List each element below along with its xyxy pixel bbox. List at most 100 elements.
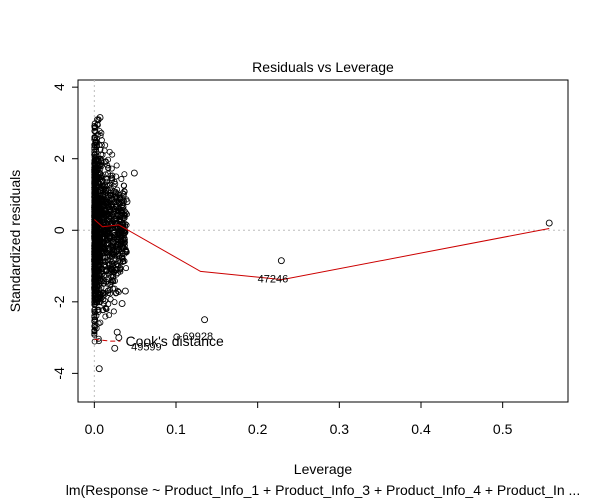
data-point [173, 333, 181, 341]
cloud-point [95, 290, 102, 297]
cloud-point [105, 164, 112, 171]
cloud-point [102, 228, 109, 235]
x-tick-label: 0.5 [493, 421, 513, 437]
x-tick-label: 0.3 [330, 421, 350, 437]
cloud-point [91, 308, 98, 315]
cloud-point [117, 232, 124, 239]
cloud-point [91, 202, 98, 209]
cloud-point [91, 141, 98, 148]
y-tick-label: -4 [51, 367, 67, 380]
cloud-point [94, 195, 101, 202]
data-point [545, 219, 553, 227]
cloud-point [91, 168, 98, 175]
cloud-point [104, 253, 111, 260]
data-point [130, 169, 138, 177]
data-point [111, 344, 119, 352]
cloud-point [93, 186, 100, 193]
data-point [96, 114, 104, 122]
cloud-point [92, 235, 99, 242]
cloud-point [91, 194, 98, 201]
cloud-point [108, 273, 115, 280]
cloud-point [116, 205, 123, 212]
cloud-point [92, 280, 99, 287]
cloud-point [93, 156, 100, 163]
y-tick-label: 4 [51, 83, 67, 91]
data-point [95, 365, 103, 373]
cloud-point [111, 198, 118, 205]
cloud-point [95, 335, 102, 342]
cloud-point [96, 267, 103, 274]
point-annotation: 69928 [183, 331, 214, 343]
data-point [201, 316, 209, 324]
cloud-point [115, 258, 122, 265]
chart-subtitle: lm(Response ~ Product_Info_1 + Product_I… [66, 482, 580, 498]
data-point [123, 198, 131, 206]
data-points [95, 114, 553, 373]
cloud-point [111, 299, 118, 306]
cooks-distance-label: Cook's distance [125, 333, 224, 349]
cloud-point [120, 182, 127, 189]
cloud-point [92, 211, 99, 218]
cloud-point [112, 180, 119, 187]
cloud-point [105, 247, 112, 254]
cloud-point [99, 227, 106, 234]
cloud-point [120, 236, 127, 243]
cloud-point [113, 162, 120, 169]
cloud-point [91, 257, 98, 264]
y-tick-label: 0 [51, 226, 67, 234]
cloud-point [91, 217, 98, 224]
cloud-point [118, 229, 125, 236]
data-point [121, 287, 129, 295]
cloud-point [113, 189, 120, 196]
cloud-point [114, 186, 121, 193]
cloud-point [103, 178, 110, 185]
cloud-point [113, 247, 120, 254]
cloud-point [120, 193, 127, 200]
x-tick-label: 0.1 [166, 421, 186, 437]
fitted-lines: Cook's distance [94, 219, 550, 349]
cloud-point [94, 167, 101, 174]
y-tick-label: 2 [51, 155, 67, 163]
cloud-point [104, 240, 111, 247]
cloud-point [111, 256, 118, 263]
reference-lines [78, 80, 568, 402]
cloud-point [102, 234, 109, 241]
cloud-point [123, 265, 130, 272]
cloud-point [107, 290, 114, 297]
cloud-point [99, 151, 106, 158]
cloud-point [94, 175, 101, 182]
cloud-point [91, 178, 98, 185]
cloud-point [101, 191, 108, 198]
cloud-point [117, 264, 124, 271]
cloud-point [102, 271, 109, 278]
cloud-point [123, 249, 130, 256]
cloud-point [95, 131, 102, 138]
y-axis: -4 -2 0 2 4 [51, 83, 79, 380]
cloud-point [113, 234, 120, 241]
cloud-point [114, 207, 121, 214]
cloud-point [96, 270, 103, 277]
cloud-point [111, 229, 118, 236]
cloud-point [91, 276, 98, 283]
cloud-point [121, 171, 128, 178]
cloud-point [110, 215, 117, 222]
data-point [118, 300, 126, 308]
cloud-point [115, 289, 122, 296]
cloud-point [101, 218, 108, 225]
cloud-point [106, 241, 113, 248]
cloud-point [118, 176, 125, 183]
cloud-point [106, 267, 113, 274]
cloud-point [100, 289, 107, 296]
x-tick-label: 0.0 [85, 421, 105, 437]
cloud-point [91, 191, 98, 198]
x-tick-label: 0.2 [248, 421, 268, 437]
cloud-point [113, 289, 120, 296]
plot-frame [77, 79, 569, 403]
x-axis: 0.0 0.1 0.2 0.3 0.4 0.5 [85, 401, 513, 437]
cloud-point [105, 170, 112, 177]
cloud-point [119, 245, 126, 252]
cloud-point [109, 204, 116, 211]
cloud-point [91, 330, 98, 337]
cloud-point [114, 193, 121, 200]
